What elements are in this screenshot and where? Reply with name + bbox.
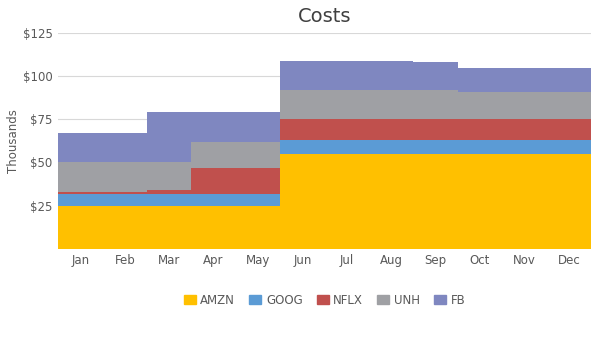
Legend: AMZN, GOOG, NFLX, UNH, FB: AMZN, GOOG, NFLX, UNH, FB <box>179 289 470 312</box>
Title: Costs: Costs <box>298 7 352 26</box>
Y-axis label: Thousands: Thousands <box>7 109 20 173</box>
